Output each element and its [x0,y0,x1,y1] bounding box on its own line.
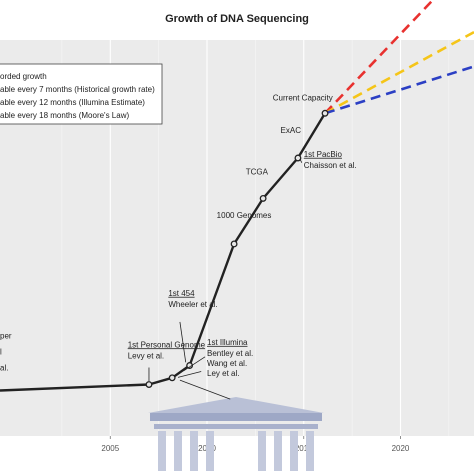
series-line-0 [0,112,327,392]
annotation-line-per-0: per [0,332,12,341]
annotation-per: per [0,332,12,341]
annotation-illumina: 1st Illumina Bentley et al.Wang et al.Ley… [207,338,253,378]
legend-entry-2: able every 12 months (Illumina Estimate) [0,98,145,107]
leader-454 [179,321,187,363]
grid-lines [61,40,450,436]
series-line-1 [324,0,435,115]
annotation-personal-genome: 1st Personal Genome Levy et al. [128,340,206,360]
annotation-line-454-0: Wheeler et al. [168,300,217,309]
x-tick-label-2: 2015 [295,444,313,453]
legend-entry-1: able every 7 months (Historical growth r… [0,85,155,94]
chart-title: Growth of DNA Sequencing [165,13,309,25]
annotation-current-capacity: Current Capacity [273,94,333,103]
data-point-3 [230,240,238,248]
legend-entry-3: able every 18 months (Moore's Law) [0,111,129,120]
leader-illumina-1 [183,356,206,371]
annotation-al-left-2: al. [0,364,8,373]
annotation-tcga: TCGA [246,168,269,177]
annotation-title-pacbio: 1st PacBio [304,150,343,159]
annotation-line-personal-genome-0: Levy et al. [128,351,164,360]
annotation-line-al-left-2-0: al. [0,364,8,373]
annotation-line-current-capacity-0: Current Capacity [273,94,333,103]
annotation-line-1000-genomes-0: 1000 Genomes [217,211,272,220]
annotation-line-tcga-0: TCGA [246,168,269,177]
annotation-pacbio: 1st PacBio Chaisson et al. [304,150,357,170]
leader-pacbio [299,158,303,163]
x-axis-ticks: 2005201020152020 [101,436,410,453]
series-line-2 [324,30,474,115]
annotation-454: 1st 454 Wheeler et al. [168,289,217,309]
annotation-1000-genomes: 1000 Genomes [217,211,272,220]
annotation-line-illumina-0: Bentley et al. [207,349,253,358]
data-point-0 [145,381,153,388]
leader-illumina-2 [177,371,202,378]
x-tick-label-3: 2020 [392,444,410,453]
building-watermark [148,397,324,471]
legend: orded growth able every 7 months (Histori… [0,63,163,125]
annotation-line-illumina-2: Ley et al. [207,369,239,378]
data-point-6 [321,109,329,117]
annotation-al-left-1: l [0,347,2,356]
annotation-line-pacbio-0: Chaisson et al. [304,161,357,170]
annotation-line-exac-0: ExAC [281,126,302,135]
legend-entry-0: orded growth [0,72,47,81]
annotation-title-454: 1st 454 [168,289,195,298]
data-point-4 [259,194,267,202]
annotation-line-al-left-1-0: l [0,347,2,356]
legend-box [0,63,163,125]
x-tick-label-0: 2005 [101,444,119,453]
series-lines [0,0,474,392]
data-point-1 [168,374,176,382]
annotation-title-illumina: 1st Illumina [207,338,248,347]
annotation-exac: ExAC [281,126,302,135]
leader-illumina-3 [179,379,231,400]
series-line-3 [324,65,474,115]
data-point-5 [294,154,302,162]
data-points [145,109,329,388]
annotation-line-illumina-1: Wang et al. [207,359,247,368]
annotation-title-personal-genome: 1st Personal Genome [128,340,206,349]
